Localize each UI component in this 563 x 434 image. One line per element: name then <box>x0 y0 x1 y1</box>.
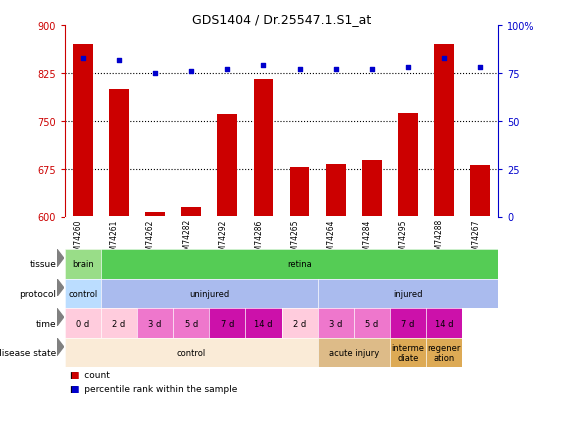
Point <box>78 55 87 62</box>
Text: ■: ■ <box>70 370 78 379</box>
Point <box>331 66 340 73</box>
Text: 3 d: 3 d <box>329 319 342 328</box>
Text: protocol: protocol <box>19 289 56 298</box>
Bar <box>326 164 346 217</box>
Text: 3 d: 3 d <box>149 319 162 328</box>
Text: retina: retina <box>287 260 312 269</box>
Text: acute injury: acute injury <box>329 349 379 357</box>
Polygon shape <box>57 309 64 326</box>
Text: control: control <box>68 289 97 298</box>
Point <box>150 70 159 77</box>
Bar <box>217 115 237 217</box>
Text: tissue: tissue <box>29 260 56 269</box>
Bar <box>362 161 382 217</box>
Point <box>295 66 304 73</box>
Text: interme
diate: interme diate <box>391 343 425 362</box>
Bar <box>253 80 274 217</box>
Text: control: control <box>177 349 206 357</box>
Bar <box>289 168 310 217</box>
Text: regener
ation: regener ation <box>427 343 461 362</box>
Polygon shape <box>57 279 64 297</box>
Text: 14 d: 14 d <box>435 319 453 328</box>
Text: 5 d: 5 d <box>185 319 198 328</box>
Text: ■  count: ■ count <box>70 370 110 379</box>
Text: ■: ■ <box>70 384 78 393</box>
Bar <box>109 90 129 217</box>
Text: GSM74286: GSM74286 <box>254 219 263 260</box>
Text: time: time <box>35 319 56 328</box>
Bar <box>181 207 201 217</box>
Point <box>367 66 376 73</box>
Text: GSM74265: GSM74265 <box>291 219 300 260</box>
Text: disease state: disease state <box>0 349 56 357</box>
Text: GDS1404 / Dr.25547.1.S1_at: GDS1404 / Dr.25547.1.S1_at <box>192 13 371 26</box>
Bar <box>145 213 165 217</box>
Bar <box>398 114 418 217</box>
Text: injured: injured <box>393 289 423 298</box>
Text: brain: brain <box>72 260 93 269</box>
Point <box>404 65 413 72</box>
Bar <box>434 45 454 217</box>
Text: 7 d: 7 d <box>401 319 414 328</box>
Text: ■  percentile rank within the sample: ■ percentile rank within the sample <box>70 384 238 393</box>
Bar <box>470 166 490 217</box>
Text: 5 d: 5 d <box>365 319 378 328</box>
Point <box>476 65 485 72</box>
Text: 0 d: 0 d <box>76 319 90 328</box>
Bar <box>73 45 93 217</box>
Text: GSM74267: GSM74267 <box>471 219 480 260</box>
Text: GSM74260: GSM74260 <box>74 219 83 260</box>
Text: 7 d: 7 d <box>221 319 234 328</box>
Text: GSM74282: GSM74282 <box>182 219 191 260</box>
Text: GSM74295: GSM74295 <box>399 219 408 260</box>
Text: GSM74262: GSM74262 <box>146 219 155 260</box>
Polygon shape <box>57 250 64 267</box>
Polygon shape <box>57 338 64 356</box>
Text: GSM74284: GSM74284 <box>363 219 372 260</box>
Text: GSM74261: GSM74261 <box>110 219 119 260</box>
Point <box>187 69 196 76</box>
Text: uninjured: uninjured <box>189 289 229 298</box>
Point <box>259 62 268 69</box>
Text: 14 d: 14 d <box>254 319 272 328</box>
Point <box>114 57 123 64</box>
Text: GSM74264: GSM74264 <box>327 219 336 260</box>
Text: 2 d: 2 d <box>112 319 126 328</box>
Text: GSM74288: GSM74288 <box>435 219 444 260</box>
Text: GSM74292: GSM74292 <box>218 219 227 260</box>
Point <box>223 66 232 73</box>
Text: 2 d: 2 d <box>293 319 306 328</box>
Point <box>440 55 449 62</box>
